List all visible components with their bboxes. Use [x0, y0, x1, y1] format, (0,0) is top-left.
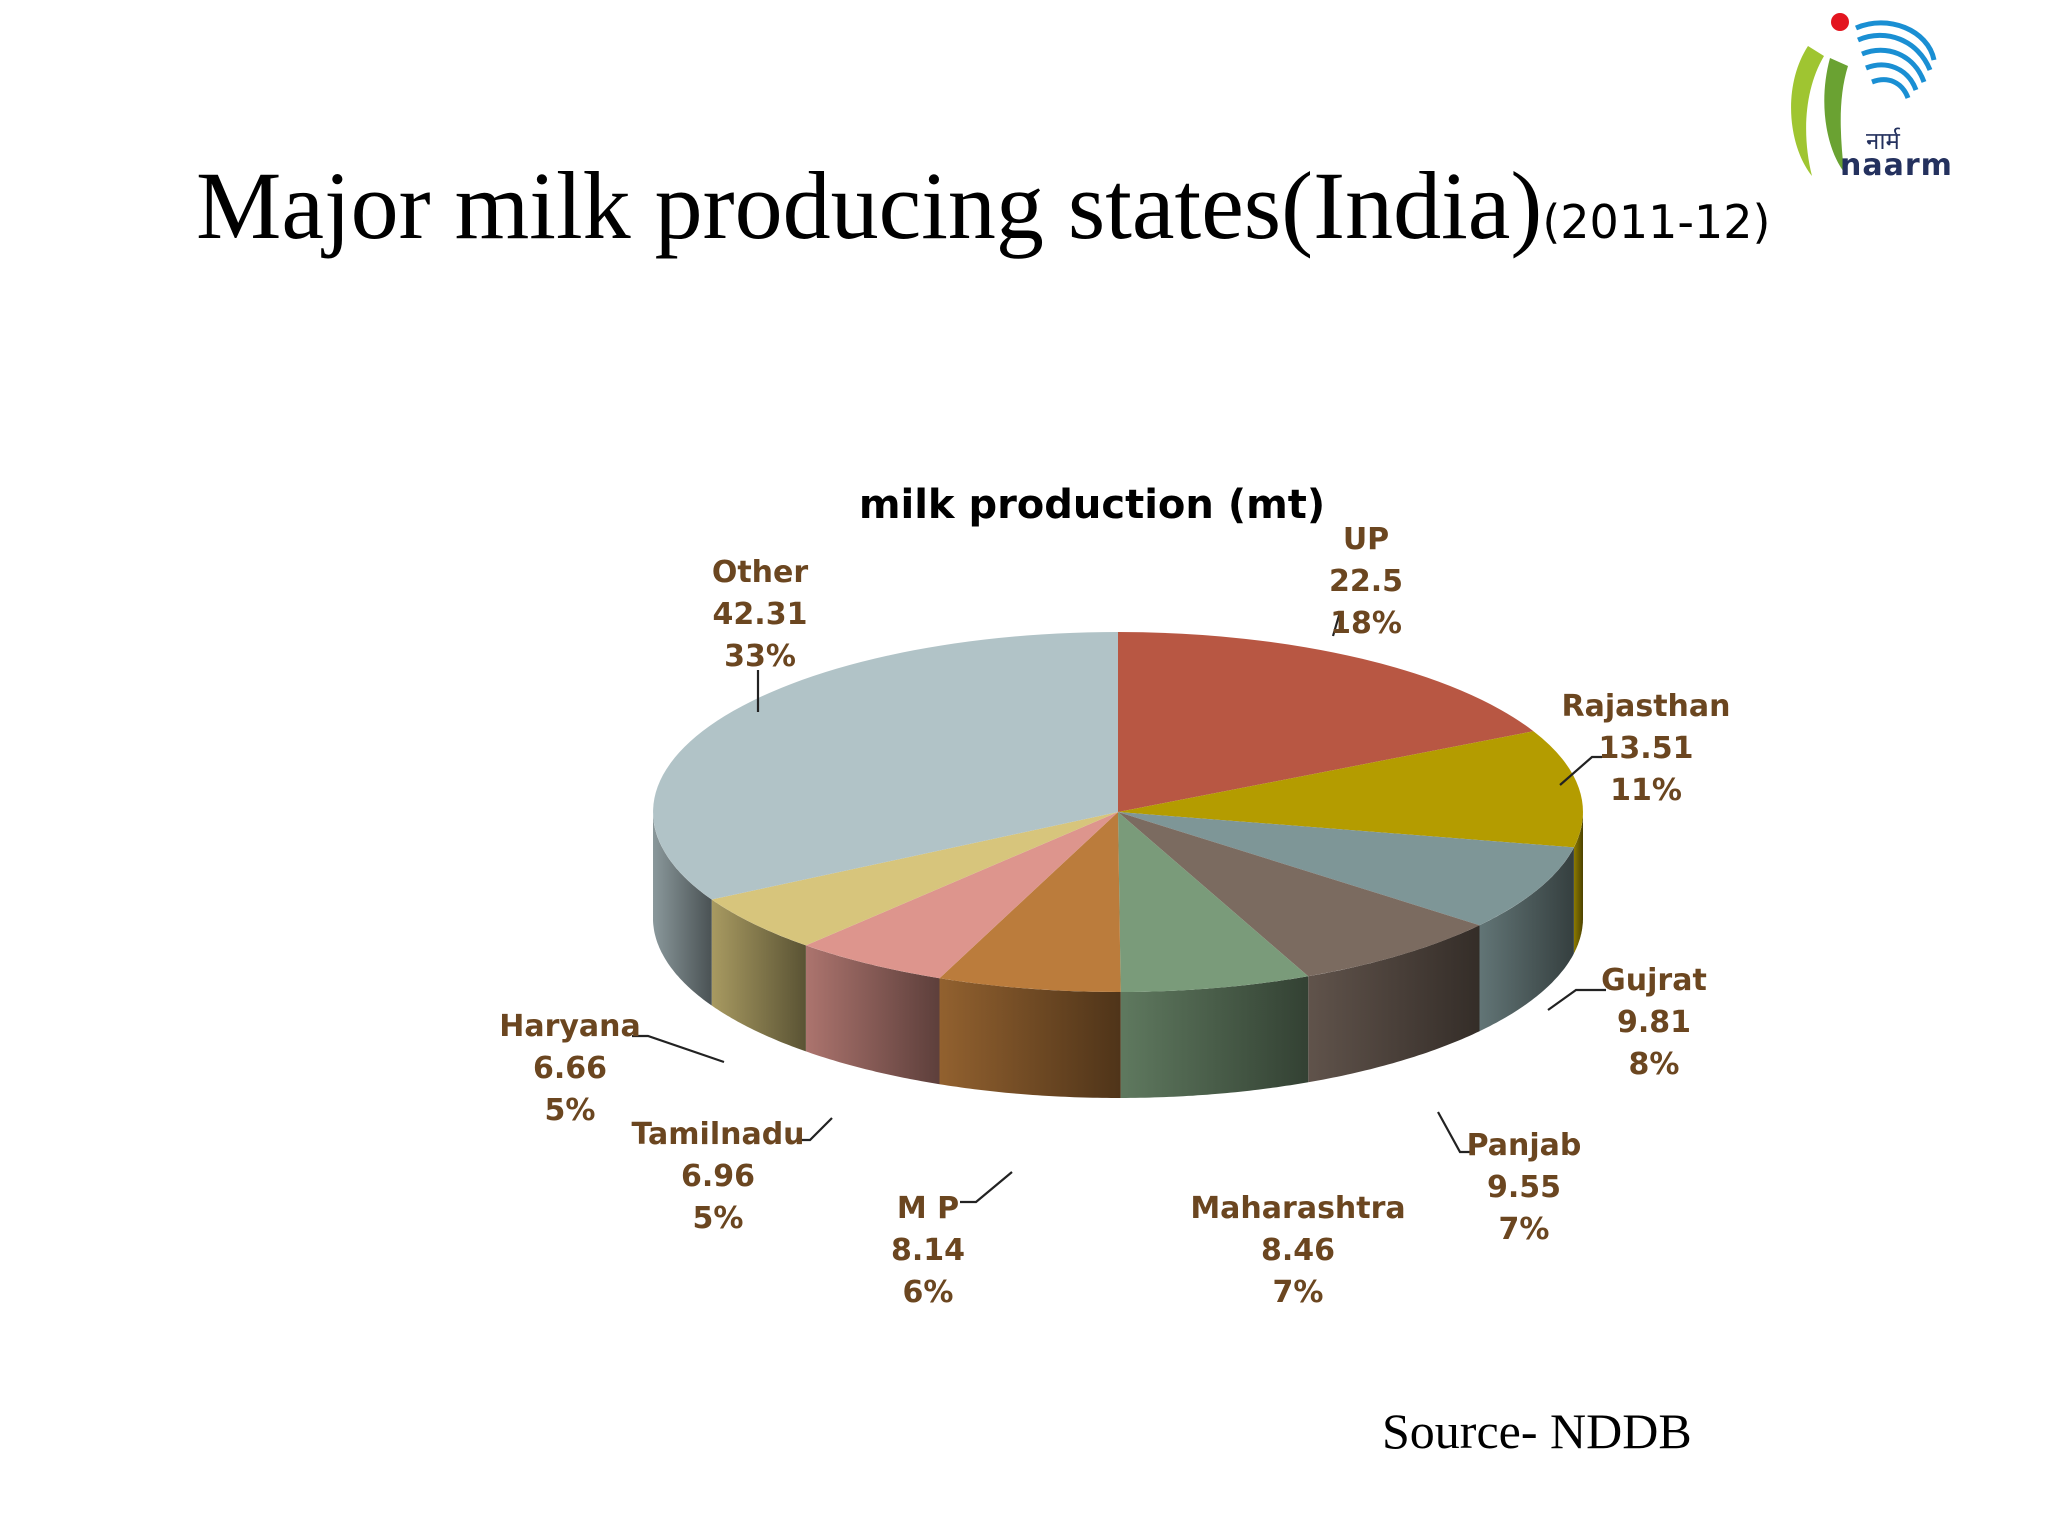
leader-line-m-p — [960, 1171, 1013, 1204]
data-label-value-panjab: 9.55 — [1487, 1170, 1561, 1205]
slice-m-p — [939, 812, 1121, 993]
slice-up — [1118, 632, 1534, 812]
slice-side-gujrat — [1479, 847, 1574, 1032]
data-label-value-up: 22.5 — [1329, 564, 1403, 599]
data-label-value-rajasthan: 13.51 — [1599, 731, 1694, 766]
data-label-percent-haryana: 5% — [545, 1093, 596, 1128]
data-label-percent-other: 33% — [724, 639, 796, 674]
data-label-percent-maharashtra: 7% — [1273, 1275, 1324, 1310]
data-label-percent-panjab: 7% — [1499, 1212, 1550, 1247]
data-label-value-gujrat: 9.81 — [1617, 1005, 1691, 1040]
leader-line-haryana — [632, 1034, 725, 1064]
leader-line-tamilnadu — [796, 1117, 833, 1142]
slice-other — [653, 632, 1118, 900]
data-label-value-haryana: 6.66 — [533, 1051, 607, 1086]
slice-side-m-p — [939, 978, 1121, 1098]
slice-maharashtra — [1118, 812, 1309, 992]
logo-text: naarm — [1840, 148, 1953, 183]
slice-side-haryana — [711, 899, 806, 1052]
leader-line-rajasthan — [1559, 755, 1602, 786]
data-label-category-other: Other — [712, 555, 809, 590]
data-label-category-panjab: Panjab — [1467, 1128, 1582, 1163]
chart-title: milk production (mt) — [859, 482, 1325, 528]
slice-haryana — [711, 812, 1118, 946]
data-label-category-tamilnadu: Tamilnadu — [631, 1117, 804, 1152]
data-label-percent-rajasthan: 11% — [1610, 773, 1682, 808]
leader-line-panjab — [1437, 1111, 1474, 1154]
naarm-logo-icon — [1791, 13, 1937, 176]
data-label-category-maharashtra: Maharashtra — [1190, 1191, 1405, 1226]
source-note: Source- NDDB — [1382, 1403, 1692, 1459]
slice-rajasthan — [1118, 731, 1583, 848]
slice-side-panjab — [1308, 925, 1480, 1083]
slice-side-tamilnadu — [805, 945, 940, 1085]
data-label-category-m-p: M P — [897, 1191, 959, 1226]
data-label-value-other: 42.31 — [713, 597, 808, 632]
data-label-category-rajasthan: Rajasthan — [1561, 689, 1730, 724]
data-label-category-up: UP — [1343, 522, 1389, 557]
slice-panjab — [1118, 812, 1480, 977]
slice-gujrat — [1118, 812, 1574, 926]
slice-side-other — [653, 812, 712, 1006]
data-label-category-haryana: Haryana — [499, 1009, 641, 1044]
logo-hindi-text: नार्म — [1866, 127, 1900, 155]
slice-tamilnadu — [805, 812, 1118, 979]
data-label-value-maharashtra: 8.46 — [1261, 1233, 1335, 1268]
slide-title: Major milk producing states(India)(2011-… — [196, 158, 1770, 254]
data-label-percent-tamilnadu: 5% — [693, 1201, 744, 1236]
data-label-category-gujrat: Gujrat — [1601, 963, 1707, 998]
slice-side-maharashtra — [1120, 976, 1309, 1098]
leader-line-up — [1331, 611, 1342, 637]
data-label-value-tamilnadu: 6.96 — [681, 1159, 755, 1194]
slide-title-years: (2011-12) — [1542, 195, 1771, 249]
leader-line-gujrat — [1547, 988, 1606, 1011]
data-label-value-m-p: 8.14 — [891, 1233, 965, 1268]
data-label-percent-m-p: 6% — [903, 1275, 954, 1310]
data-label-percent-gujrat: 8% — [1629, 1047, 1680, 1082]
data-label-percent-up: 18% — [1330, 606, 1402, 641]
slide-title-main: Major milk producing states(India) — [196, 152, 1543, 259]
slice-side-rajasthan — [1573, 812, 1583, 954]
